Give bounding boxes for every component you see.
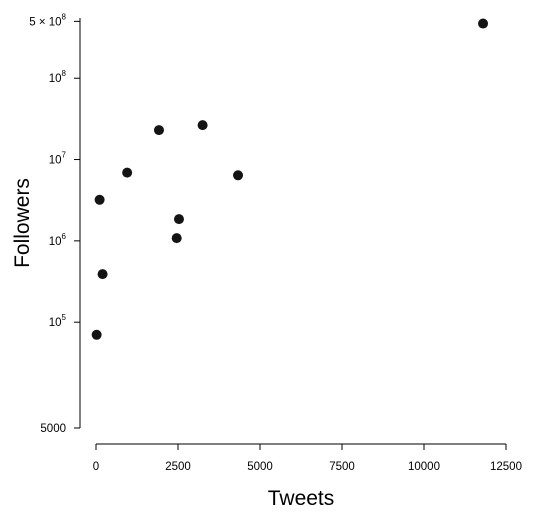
y-tick-label-base: 10	[49, 73, 62, 85]
data-point	[173, 214, 184, 225]
x-axis-title: Tweets	[268, 487, 335, 510]
x-tick-label: 5000	[247, 461, 273, 473]
data-point	[94, 194, 105, 205]
y-tick-label: 108	[49, 69, 67, 85]
y-tick-label-base: 5 × 10	[29, 16, 61, 28]
y-tick-label-exponent: 7	[62, 151, 67, 160]
x-tick-label: 12500	[490, 461, 522, 473]
y-tick-label-base: 10	[49, 236, 62, 248]
x-tick-label: 10000	[408, 461, 440, 473]
y-tick-label-base: 10	[49, 155, 62, 167]
y-tick-label: 107	[49, 151, 67, 167]
y-tick-label-exponent: 8	[62, 12, 67, 21]
y-tick-label: 5 × 108	[29, 12, 66, 28]
y-axis-title: Followers	[11, 178, 34, 268]
x-tick-label: 2500	[165, 461, 191, 473]
y-tick-label-exponent: 6	[62, 232, 67, 241]
y-tick-label-base: 10	[49, 317, 62, 329]
y-tick-label-exponent: 5	[62, 313, 67, 322]
y-tick-label: 5000	[40, 423, 66, 435]
data-points	[91, 18, 489, 340]
data-point	[197, 120, 208, 131]
x-ticks: 0 2500 5000 7500 10000 12500	[93, 444, 522, 473]
y-tick-label-base: 5000	[40, 423, 66, 435]
y-tick-label: 105	[49, 313, 67, 329]
data-point	[233, 170, 244, 181]
data-point	[153, 125, 164, 136]
y-tick-label: 106	[49, 232, 67, 248]
y-tick-label-exponent: 8	[62, 69, 67, 78]
data-point	[91, 329, 102, 340]
x-tick-label: 0	[93, 461, 99, 473]
x-tick-label: 7500	[329, 461, 355, 473]
data-point	[97, 269, 108, 280]
data-point	[171, 233, 182, 244]
data-point	[122, 167, 133, 178]
data-point	[478, 18, 489, 29]
